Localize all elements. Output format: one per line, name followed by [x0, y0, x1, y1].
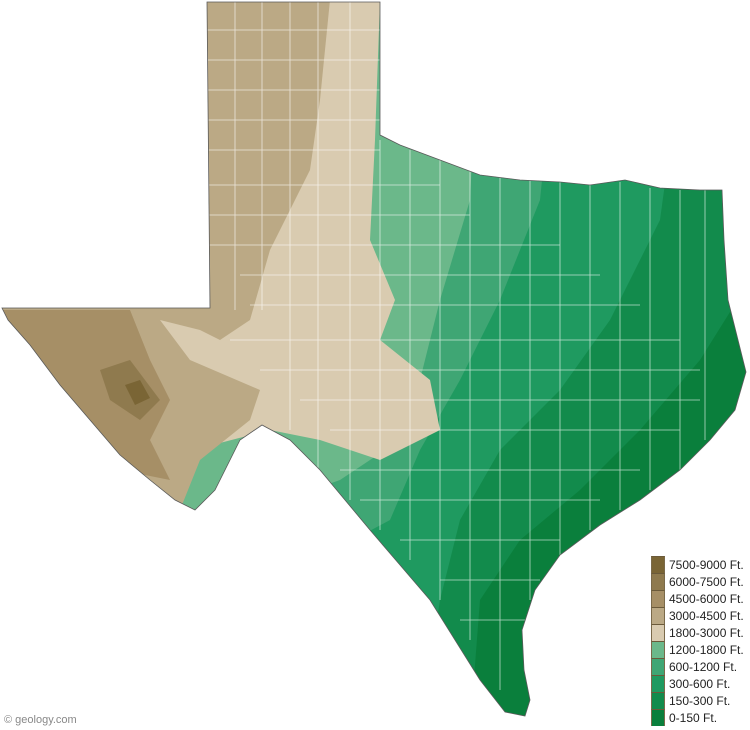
band-7500-9000: [125, 380, 150, 405]
legend-swatch: [651, 641, 665, 658]
legend-swatch: [651, 624, 665, 641]
legend-swatch: [651, 709, 665, 726]
legend-label: 0-150 Ft.: [669, 710, 718, 725]
legend-swatch: [651, 692, 665, 709]
legend-label: 600-1200 Ft.: [669, 659, 738, 674]
legend-swatch: [651, 556, 665, 573]
texas-outline: [1, 1, 747, 717]
legend-label: 300-600 Ft.: [669, 676, 731, 691]
legend-label: 6000-7500 Ft.: [669, 574, 744, 589]
legend-label: 4500-6000 Ft.: [669, 591, 744, 606]
legend-item: 3000-4500 Ft.: [651, 607, 744, 624]
legend-item: 300-600 Ft.: [651, 675, 744, 692]
county-lines: [207, 2, 706, 690]
legend-item: 4500-6000 Ft.: [651, 590, 744, 607]
legend-swatch: [651, 675, 665, 692]
legend-swatch: [651, 590, 665, 607]
legend-item: 600-1200 Ft.: [651, 658, 744, 675]
legend-swatch: [651, 658, 665, 675]
legend-item: 6000-7500 Ft.: [651, 573, 744, 590]
legend-item: 150-300 Ft.: [651, 692, 744, 709]
legend-item: 1800-3000 Ft.: [651, 624, 744, 641]
legend-label: 1800-3000 Ft.: [669, 625, 744, 640]
legend-label: 150-300 Ft.: [669, 693, 731, 708]
legend-item: 7500-9000 Ft.: [651, 556, 744, 573]
legend-swatch: [651, 607, 665, 624]
legend-label: 7500-9000 Ft.: [669, 557, 744, 572]
elevation-legend: 7500-9000 Ft. 6000-7500 Ft. 4500-6000 Ft. 3…: [651, 556, 744, 726]
legend-item: 0-150 Ft.: [651, 709, 744, 726]
legend-swatch: [651, 573, 665, 590]
legend-label: 3000-4500 Ft.: [669, 608, 744, 623]
credit-text: © geology.com: [4, 714, 77, 726]
legend-label: 1200-1800 Ft.: [669, 642, 744, 657]
band-4500-6000: [2, 310, 170, 480]
legend-item: 1200-1800 Ft.: [651, 641, 744, 658]
